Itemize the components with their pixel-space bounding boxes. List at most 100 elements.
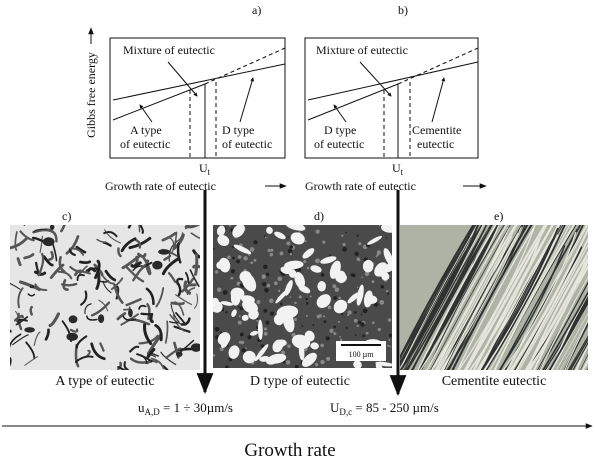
figure: Gibbs free energy a) Mixture of eutectic… (0, 0, 595, 463)
subscript: t (208, 167, 211, 177)
eutectic-dot (320, 344, 324, 348)
eutectic-dot (342, 247, 347, 252)
eutectic-dot (377, 254, 379, 256)
eutectic-dot (323, 315, 325, 317)
eutectic-dot (267, 284, 271, 288)
eutectic-dot (261, 274, 265, 278)
eutectic-dot (346, 327, 348, 329)
eutectic-dot (333, 325, 336, 328)
graphite-flake (80, 262, 89, 263)
eutectic-dot (213, 354, 215, 356)
eutectic-dot (372, 280, 375, 283)
eutectic-dot (332, 284, 336, 288)
eutectic-dot (294, 302, 297, 305)
eutectic-dot (236, 260, 240, 264)
eutectic-dot (343, 243, 346, 246)
graphite-blob (30, 285, 35, 288)
eutectic-dot (243, 256, 247, 260)
eutectic-dot (356, 235, 358, 237)
eutectic-dot (339, 336, 341, 338)
energy-line (113, 64, 285, 100)
eutectic-dot (256, 300, 260, 304)
eutectic-dot (306, 315, 308, 317)
panel-a: a) Mixture of eutectic A type of eutecti… (105, 3, 286, 193)
eutectic-dot (341, 235, 343, 237)
eutectic-dot (250, 247, 255, 252)
graphite-blob (43, 237, 55, 246)
eutectic-dot (379, 300, 384, 305)
eutectic-dot (359, 260, 361, 262)
annotation: A type (130, 123, 162, 137)
graphite-flake (17, 219, 24, 225)
scale-bar-label: 100 µm (349, 350, 375, 359)
graphite-blob (98, 314, 104, 323)
graphite-flake (195, 254, 196, 274)
eutectic-dot (388, 318, 392, 322)
pointer (168, 62, 197, 96)
eutectic-dot (299, 295, 302, 298)
annotation: of eutectic (222, 137, 272, 151)
eutectic-dot (232, 257, 235, 260)
graphite-blob (69, 315, 78, 323)
eutectic-dot (333, 296, 337, 300)
eutectic-dot (256, 320, 258, 322)
graphite-flake (141, 314, 152, 315)
eutectic-dot (338, 297, 341, 300)
micrograph-label: e) (494, 209, 503, 223)
micrograph-label: c) (62, 209, 71, 223)
eutectic-dot (328, 306, 332, 310)
eutectic-dot (264, 332, 268, 336)
eutectic-dot (386, 237, 388, 239)
eutectic-dot (232, 246, 234, 248)
rate-value: = 85 - 250 µm/s (352, 400, 439, 415)
eutectic-dot (322, 241, 325, 244)
annotation: eutectic (417, 137, 454, 151)
rate-label: UD,c = 85 - 250 µm/s (330, 400, 439, 417)
eutectic-dot (295, 365, 299, 369)
eutectic-dot (326, 336, 330, 340)
micrograph-a-type (3, 211, 202, 384)
panel-label: a) (252, 3, 261, 17)
eutectic-dot (363, 308, 368, 313)
eutectic-dot (362, 334, 365, 337)
eutectic-dot (213, 248, 215, 250)
eutectic-dot (266, 273, 270, 277)
eutectic-dot (280, 251, 284, 255)
eutectic-dot (240, 284, 243, 287)
eutectic-dot (389, 334, 392, 337)
caption: D type of eutectic (250, 374, 350, 389)
eutectic-dot (354, 319, 358, 323)
annotation: Mixture of eutectic (316, 43, 408, 57)
caption: Cementite eutectic (442, 374, 547, 389)
eutectic-dot (307, 267, 310, 270)
eutectic-dot (329, 254, 331, 256)
eutectic-dot (357, 287, 359, 289)
eutectic-dot (274, 281, 278, 285)
eutectic-dot (286, 241, 290, 245)
eutectic-dot (286, 360, 290, 364)
x-mark: Ut (199, 161, 211, 177)
eutectic-dot (320, 360, 324, 364)
eutectic-dot (387, 292, 389, 294)
eutectic-dot (253, 240, 257, 244)
graphite-flake (151, 316, 152, 322)
eutectic-dot (318, 314, 321, 317)
eutectic-dot (263, 309, 267, 313)
eutectic-dot (223, 290, 228, 295)
eutectic-dot (305, 298, 308, 301)
eutectic-dot (290, 246, 293, 249)
annotation: Mixture of eutectic (123, 43, 215, 57)
eutectic-dot (378, 328, 381, 331)
eutectic-dot (240, 332, 244, 336)
eutectic-dot (231, 277, 234, 280)
eutectic-dot (358, 321, 361, 324)
eutectic-dot (290, 253, 293, 256)
eutectic-dot (355, 334, 357, 336)
eutectic-dot (253, 259, 256, 262)
eutectic-dot (265, 321, 269, 325)
annotation: of eutectic (120, 137, 170, 151)
eutectic-dot (387, 345, 389, 347)
eutectic-dot (372, 321, 375, 324)
panel-b: b) Mixture of eutectic D type of eutecti… (305, 3, 486, 193)
eutectic-dot (231, 269, 235, 273)
